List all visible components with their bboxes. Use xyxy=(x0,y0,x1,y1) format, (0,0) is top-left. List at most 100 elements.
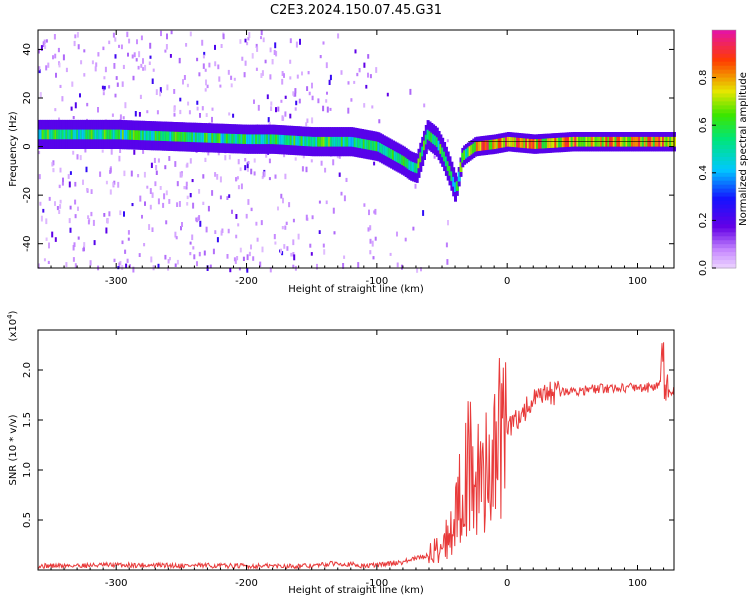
spectrogram-ridge-cell xyxy=(302,136,306,146)
spectrogram-ridge-cell xyxy=(311,136,315,147)
spectrogram-noise-cell xyxy=(82,179,84,185)
spectrogram-noise-cell xyxy=(80,60,83,65)
spectrogram-noise-cell xyxy=(151,78,154,84)
spectrogram-noise-cell xyxy=(336,154,339,159)
spectrogram-ridge-cell xyxy=(67,129,71,140)
spectrogram-x-tick-label: -200 xyxy=(235,276,258,287)
spectrogram-noise-cell xyxy=(274,174,277,179)
spectrogram-ridge-cell xyxy=(94,129,98,140)
spectrogram-noise-cell xyxy=(67,174,70,179)
spectrogram-ridge-cell xyxy=(107,129,111,140)
spectrogram-noise-cell xyxy=(74,34,77,39)
spectrogram-noise-cell xyxy=(219,195,222,200)
spectrogram-noise-cell xyxy=(54,237,57,242)
spectrogram-noise-cell xyxy=(159,87,162,93)
spectrogram-ridge-cell xyxy=(191,132,195,143)
spectrogram-noise-cell xyxy=(155,170,158,175)
spectrogram-noise-cell xyxy=(305,122,308,126)
spectrogram-ridge-cell xyxy=(297,136,301,146)
spectrogram-noise-cell xyxy=(256,237,259,242)
spectrogram-noise-cell xyxy=(160,30,162,37)
colorbar-step xyxy=(712,244,736,249)
spectrogram-noise-cell xyxy=(120,44,123,50)
spectrogram-noise-cell xyxy=(318,230,321,234)
spectrogram-noise-cell xyxy=(332,207,335,214)
spectrogram-noise-cell xyxy=(340,191,343,196)
spectrogram-ridge-cell xyxy=(552,138,556,148)
spectrogram-noise-cell xyxy=(44,45,47,49)
spectrogram-noise-cell xyxy=(447,220,449,226)
spectrogram-noise-cell xyxy=(369,74,372,79)
spectrogram-noise-cell xyxy=(230,83,233,88)
spectrogram-noise-cell xyxy=(237,223,240,227)
colorbar-step xyxy=(712,45,736,51)
spectrogram-ridge-cell xyxy=(187,132,191,142)
spectrogram-ridge-cell xyxy=(517,137,521,148)
spectrogram-ridge-cell xyxy=(408,160,412,171)
spectrogram-noise-cell xyxy=(183,75,186,80)
spectrogram-ridge-cell xyxy=(366,139,370,150)
spectrogram-noise-cell xyxy=(176,259,179,265)
spectrogram-noise-cell xyxy=(135,58,138,62)
spectrogram-ridge-cell xyxy=(180,132,184,142)
spectrogram-noise-cell xyxy=(174,161,177,167)
spectrogram-ridge-cell xyxy=(466,147,470,158)
spectrogram-noise-cell xyxy=(74,214,77,219)
spectrogram-noise-cell xyxy=(255,221,258,226)
spectrogram-noise-cell xyxy=(185,181,188,186)
spectrogram-noise-cell xyxy=(54,108,57,112)
spectrogram-noise-cell xyxy=(343,255,346,259)
spectrogram-noise-cell xyxy=(140,35,143,41)
spectrogram-noise-cell xyxy=(180,226,182,231)
spectrogram-ridge-cell xyxy=(209,133,213,143)
spectrogram-noise-cell xyxy=(220,230,223,236)
spectrogram-noise-cell xyxy=(45,65,48,71)
snr-x-ticks: -300 -200 -100 0 100 xyxy=(50,330,665,589)
spectrogram-noise-cell xyxy=(275,107,277,113)
spectrogram-noise-cell xyxy=(38,174,41,180)
spectrogram-noise-cell xyxy=(205,113,208,117)
spectrogram-noise-cell xyxy=(121,240,124,245)
spectrogram-ridge-cell xyxy=(216,133,220,143)
spectrogram-noise-cell xyxy=(61,96,64,102)
spectrogram-ridge-cell xyxy=(448,166,452,176)
spectrogram-ridge-cell xyxy=(501,137,505,148)
spectrogram-noise-cell xyxy=(83,242,86,248)
spectrogram-noise-cell xyxy=(109,189,112,195)
spectrogram-ridge-cell xyxy=(129,130,133,140)
spectrogram-noise-cell xyxy=(363,103,366,108)
spectrogram-noise-cell xyxy=(420,267,422,272)
spectrogram-ridge-cell xyxy=(249,134,253,145)
spectrogram-ridge-cell xyxy=(169,131,173,142)
spectrogram-noise-cell xyxy=(196,218,199,223)
spectrogram-noise-cell xyxy=(74,181,77,187)
spectrogram-noise-cell xyxy=(198,189,201,194)
spectrogram-noise-cell xyxy=(216,174,219,180)
spectrogram-ridge-cell xyxy=(532,139,536,149)
colorbar-step xyxy=(712,41,736,47)
spectrogram-noise-cell xyxy=(226,196,229,200)
spectrogram-noise-cell xyxy=(386,92,389,97)
spectrogram-noise-cell xyxy=(242,256,245,261)
spectrogram-noise-cell xyxy=(265,151,268,158)
spectrogram-ridge-cell xyxy=(441,147,445,158)
spectrogram-noise-cell xyxy=(281,251,284,256)
spectrogram-noise-cell xyxy=(137,174,140,178)
colorbar-step xyxy=(712,164,736,170)
spectrogram-noise-cell xyxy=(324,167,327,173)
spectrogram-noise-cell xyxy=(201,106,204,111)
colorbar-frame xyxy=(711,29,737,269)
spectrogram-ridge-cell xyxy=(89,129,93,140)
spectrogram-ridge-cell xyxy=(269,134,273,145)
spectrogram-noise-cell xyxy=(105,180,108,185)
spectrogram-noise-cell xyxy=(282,116,285,121)
spectrogram-ridge-cell xyxy=(120,129,124,140)
spectrogram-noise-cell xyxy=(173,89,176,94)
spectrogram-noise-cell xyxy=(139,94,142,99)
spectrogram-ridge-cell xyxy=(432,134,436,144)
spectrogram-ridge-cell xyxy=(483,140,487,151)
spectrogram-ridge-cell xyxy=(556,137,560,148)
spectrogram-noise-cell xyxy=(241,56,244,61)
colorbar-step xyxy=(712,30,736,35)
spectrogram-ridge-cell xyxy=(465,148,468,159)
